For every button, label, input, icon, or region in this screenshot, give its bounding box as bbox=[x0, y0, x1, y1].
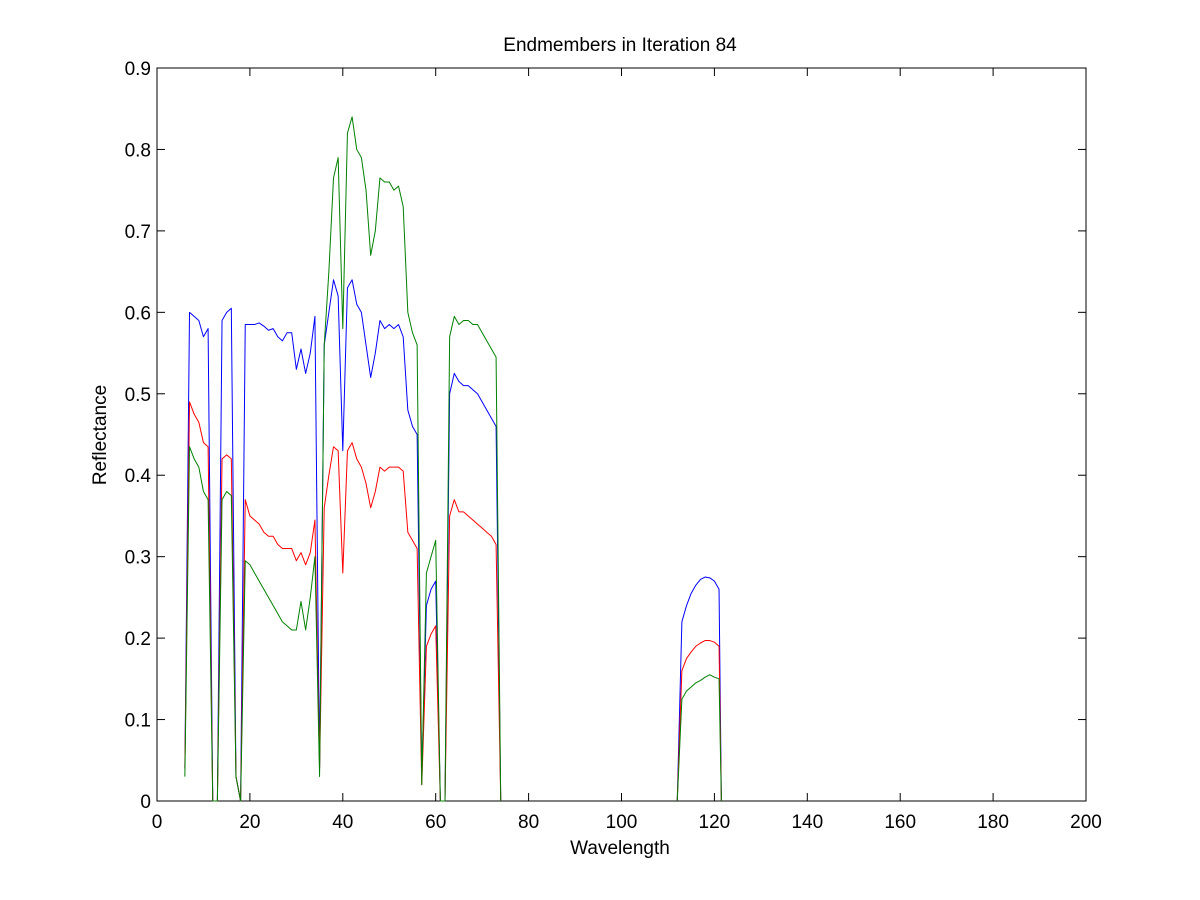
y-tick-label: 0.2 bbox=[125, 629, 151, 650]
y-axis-label: Reflectance bbox=[90, 385, 111, 485]
series-line-segment bbox=[184, 116, 502, 802]
x-tick-label: 180 bbox=[977, 812, 1009, 833]
x-tick-label: 60 bbox=[425, 812, 446, 833]
x-tick-label: 80 bbox=[518, 812, 539, 833]
y-axis: 0 0.1 0.2 0.3 0.4 0.5 0.6 0.7 0.8 0.9 bbox=[125, 59, 1086, 813]
x-axis: 0 20 40 60 80 100 120 140 160 180 200 bbox=[152, 68, 1102, 833]
y-tick-label: 0 bbox=[140, 792, 151, 813]
x-tick-label: 40 bbox=[332, 812, 353, 833]
x-axis-label: Wavelength bbox=[570, 838, 670, 859]
y-tick-label: 0.9 bbox=[125, 59, 151, 80]
x-tick-label: 100 bbox=[606, 812, 638, 833]
y-tick-label: 0.7 bbox=[125, 222, 151, 243]
x-tick-label: 120 bbox=[699, 812, 731, 833]
plot-area: 0 20 40 60 80 100 120 140 160 180 200 0 0.1 0.2 0.3 0.… bbox=[125, 59, 1102, 833]
series-line-segment bbox=[676, 640, 722, 802]
series-line-3 bbox=[184, 116, 722, 802]
series-layer bbox=[184, 116, 722, 802]
x-tick-label: 200 bbox=[1070, 812, 1102, 833]
y-tick-label: 0.6 bbox=[125, 303, 151, 324]
series-line-segment bbox=[676, 576, 722, 802]
y-tick-label: 0.1 bbox=[125, 711, 151, 732]
y-tick-label: 0.5 bbox=[125, 385, 151, 406]
x-tick-label: 160 bbox=[884, 812, 916, 833]
chart-title: Endmembers in Iteration 84 bbox=[503, 35, 737, 56]
plot-frame bbox=[156, 67, 1087, 802]
x-tick-label: 20 bbox=[239, 812, 260, 833]
y-tick-label: 0.3 bbox=[125, 548, 151, 569]
y-tick-label: 0.4 bbox=[125, 466, 152, 487]
y-tick-label: 0.8 bbox=[125, 140, 151, 161]
x-tick-label: 0 bbox=[152, 812, 163, 833]
x-tick-label: 140 bbox=[791, 812, 823, 833]
series-line-segment bbox=[676, 674, 722, 802]
